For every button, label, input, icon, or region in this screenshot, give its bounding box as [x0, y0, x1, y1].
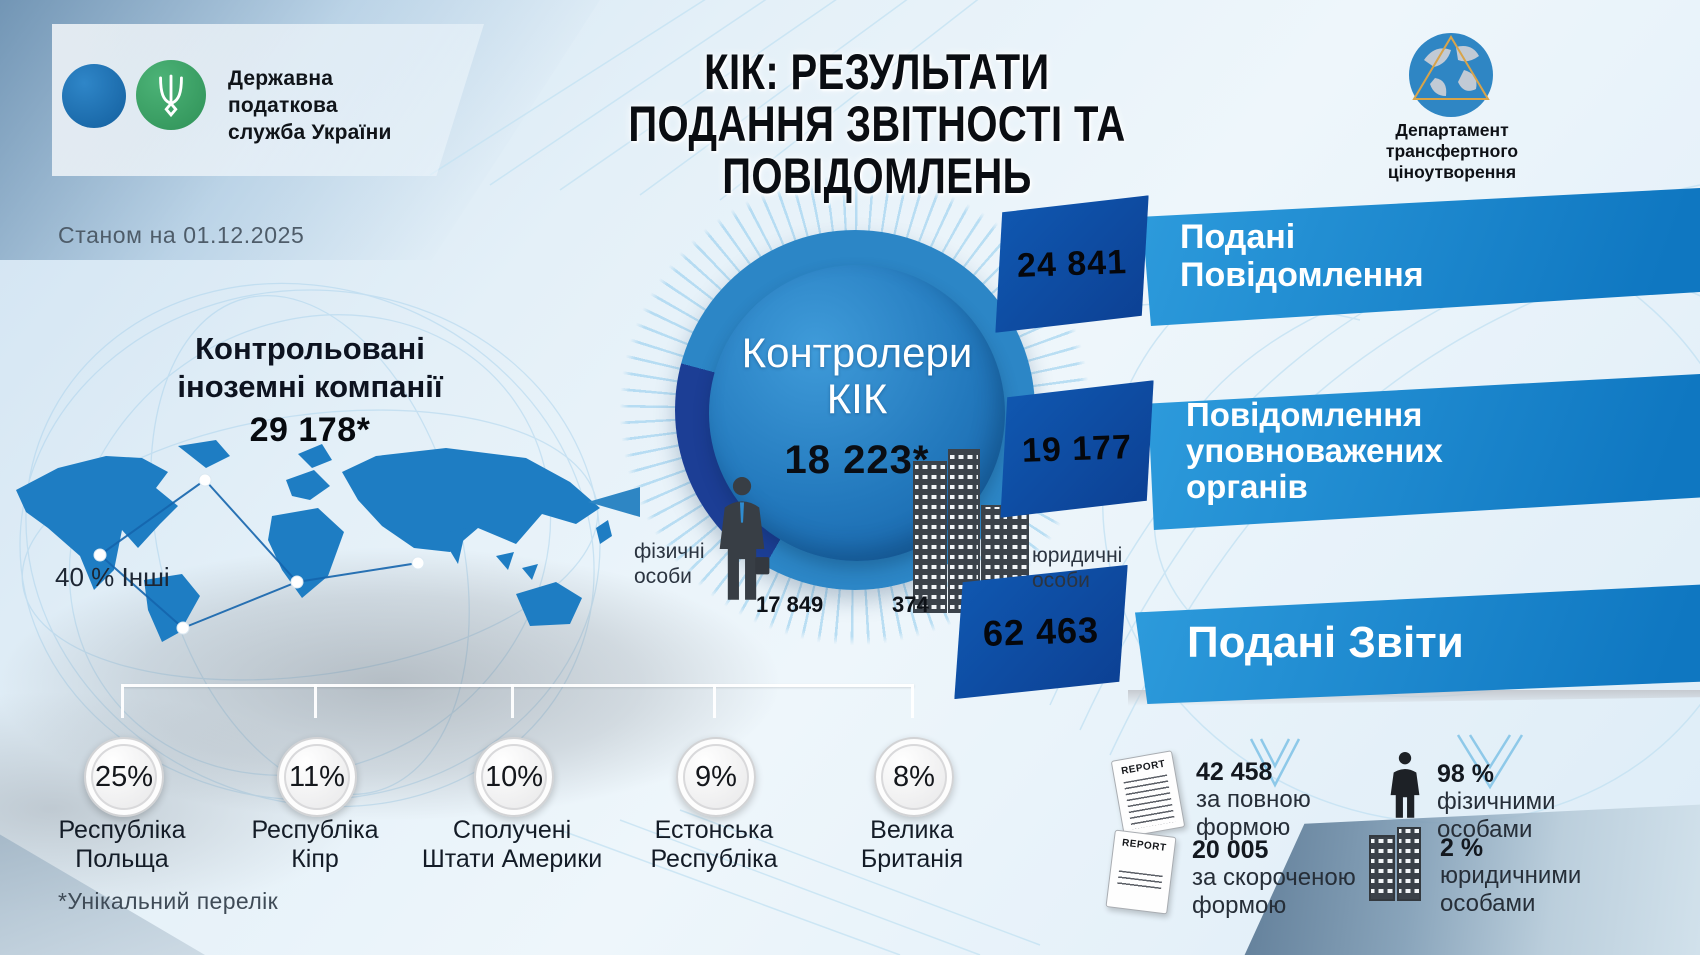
country-percent: 9% — [695, 760, 737, 793]
legal-count: 374 — [892, 592, 929, 617]
country-name: Естонська Республіка — [650, 816, 778, 873]
bracket-tick — [121, 684, 124, 718]
country-share-circle: 11% — [277, 737, 357, 817]
notifications-count: 24 841 — [1016, 242, 1128, 285]
bottom-right-band-decor — [1244, 804, 1700, 955]
country-percent: 8% — [893, 760, 935, 793]
trident-icon — [159, 74, 183, 118]
as-of-date: Станом на 01.12.2025 — [58, 222, 305, 248]
country-share-circle: 9% — [676, 737, 756, 817]
individuals-label: фізичні особи — [634, 540, 705, 588]
country-name: Сполучені Штати Америки — [421, 816, 603, 873]
footnote: *Унікальний перелік — [58, 888, 279, 914]
full-form-count: 42 458 — [1196, 758, 1273, 786]
country-share-circle: 10% — [474, 737, 554, 817]
cfc-title: Контрольовані іноземні компанії — [177, 331, 443, 404]
title-line-2: ПОДАННЯ ЗВІТНОСТІ ТА ПОВІДОМЛЕНЬ — [628, 96, 1126, 204]
country-name: Велика Британія — [860, 816, 964, 873]
short-form-label: за скороченою формою — [1192, 864, 1356, 919]
businessman-icon — [719, 477, 770, 600]
legal-share-value: 2 % — [1440, 834, 1484, 862]
person-icon — [1390, 752, 1420, 818]
short-form-count: 20 005 — [1192, 836, 1269, 864]
full-form-label: за повною формою — [1196, 786, 1311, 841]
world-map — [16, 440, 640, 642]
report-document-icon: REPORT — [1105, 829, 1177, 915]
cfc-count: 29 178* — [249, 410, 371, 449]
legal-label: юридичні особи — [1032, 544, 1123, 592]
banner-authority-notifications: Повідомлення уповноважених органів — [1148, 372, 1700, 530]
page-title: КІК: РЕЗУЛЬТАТИ ПОДАННЯ ЗВІТНОСТІ ТА ПОВ… — [470, 46, 1284, 202]
individuals-share-value: 98 % — [1437, 760, 1494, 788]
bracket-tick — [713, 684, 716, 718]
authority-count: 19 177 — [1021, 427, 1133, 470]
buildings-small-icon — [1369, 827, 1421, 901]
donut-title: Контролери КІК — [741, 329, 973, 423]
country-name: Республіка Кіпр — [251, 816, 379, 873]
title-line-1: КІК: РЕЗУЛЬТАТИ — [704, 44, 1050, 100]
legal-share-label: юридичними особами — [1440, 862, 1582, 917]
bracket-tick — [314, 684, 317, 718]
arrow-decor — [588, 487, 640, 517]
country-name: Республіка Польща — [58, 816, 186, 873]
others-share-label: 40 % Інші — [55, 562, 170, 592]
notifications-count-plate: 24 841 — [991, 195, 1154, 332]
report-text-lines — [1123, 774, 1176, 830]
report-document-icon: REPORT — [1110, 750, 1186, 838]
bracket-tick — [911, 684, 914, 718]
bracket-line — [122, 684, 914, 687]
dept-name: Департамент трансфертного ціноутворення — [1385, 120, 1519, 182]
country-share-circle: 25% — [84, 737, 164, 817]
org-logo-blue-circle — [62, 64, 126, 128]
authority-count-plate: 19 177 — [996, 380, 1159, 517]
reports-count: 62 463 — [982, 608, 1100, 655]
country-share-circle: 8% — [874, 737, 954, 817]
org-logo-green-circle — [136, 60, 206, 130]
report-icon-label: REPORT — [1121, 837, 1168, 854]
donut-total-value: 18 223* — [784, 438, 930, 482]
bracket-tick — [511, 684, 514, 718]
individuals-count: 17 849 — [756, 592, 824, 617]
banner-submitted-reports: Подані Звіти — [1135, 582, 1700, 704]
banner-submitted-notifications: Подані Повідомлення — [1142, 186, 1700, 326]
country-percent: 11% — [289, 760, 345, 793]
cfc-heading: Контрольовані іноземні компанії 29 178* — [120, 330, 500, 451]
country-percent: 25% — [94, 760, 154, 793]
report-text-lines — [1117, 870, 1163, 890]
org-name: Державна податкова служба України — [228, 67, 392, 144]
globe-icon — [1409, 33, 1493, 117]
country-percent: 10% — [484, 760, 544, 793]
